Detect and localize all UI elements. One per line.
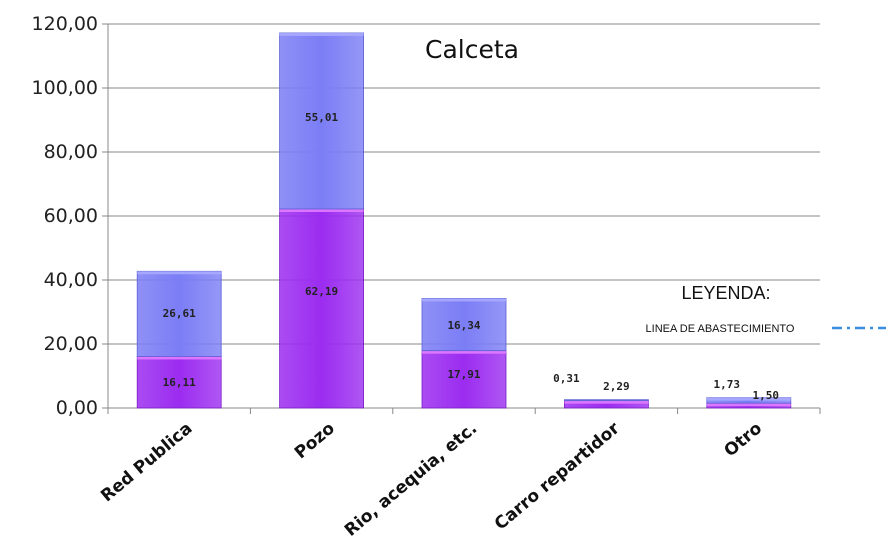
data-label: 17,91 <box>447 368 480 381</box>
grid-lines <box>108 23 820 345</box>
bar-highlight <box>279 208 364 212</box>
bar-segment <box>279 32 365 210</box>
y-tick-labels: 0,00 20,00 40,00 60,00 80,00 100,00 120,00 <box>32 13 98 419</box>
bar-highlight <box>137 356 222 360</box>
x-tick-label: Rio, acequia, etc. <box>341 419 481 541</box>
data-label: 62,19 <box>305 285 338 298</box>
y-tick-label: 120,00 <box>32 13 98 35</box>
bar-highlight <box>706 397 791 401</box>
data-label: 0,31 <box>553 372 580 385</box>
data-label: 16,34 <box>447 319 480 332</box>
data-label: 16,11 <box>163 376 196 389</box>
data-labels: 16,11 26,61 62,19 55,01 17,91 16,34 2,29 0,31 1,… <box>163 111 779 402</box>
bar-segment <box>279 208 365 409</box>
y-tick-label: 40,00 <box>44 269 98 291</box>
bar-highlight <box>706 403 791 407</box>
bar-segment <box>136 270 222 357</box>
data-label: 1,50 <box>753 389 780 402</box>
bar-highlight <box>422 298 506 302</box>
bar-highlight <box>279 32 364 36</box>
bars <box>136 32 792 409</box>
x-tick-label: Otro <box>720 419 766 462</box>
y-tick-label: 20,00 <box>44 333 98 355</box>
x-tick-label: Pozo <box>291 419 339 464</box>
y-tick-label: 0,00 <box>56 397 98 419</box>
data-label: 1,73 <box>714 378 741 391</box>
x-tick-labels: Red Publica Pozo Rio, acequia, etc. Carro r… <box>97 418 766 541</box>
legend-item-label: LINEA DE ABASTECIMIENTO <box>646 323 795 335</box>
legend: LEYENDA: LINEA DE ABASTECIMIENTO <box>646 283 886 335</box>
bar-highlight <box>422 350 506 354</box>
y-tick-label: 60,00 <box>44 205 98 227</box>
x-tick-label: Carro repartidor <box>491 418 624 534</box>
chart-title: Calceta <box>425 35 519 64</box>
data-label: 55,01 <box>305 111 338 124</box>
bar-highlight <box>564 400 649 404</box>
bar-segment <box>136 356 222 409</box>
legend-title: LEYENDA: <box>681 283 770 303</box>
x-tick-label: Red Publica <box>97 419 196 507</box>
data-label: 2,29 <box>603 380 630 393</box>
y-tick-label: 80,00 <box>44 141 98 163</box>
bar-segment <box>421 297 507 352</box>
data-label: 26,61 <box>163 307 196 320</box>
bar-highlight <box>137 271 222 275</box>
bar-segment <box>564 399 649 402</box>
y-tick-label: 100,00 <box>32 77 98 99</box>
